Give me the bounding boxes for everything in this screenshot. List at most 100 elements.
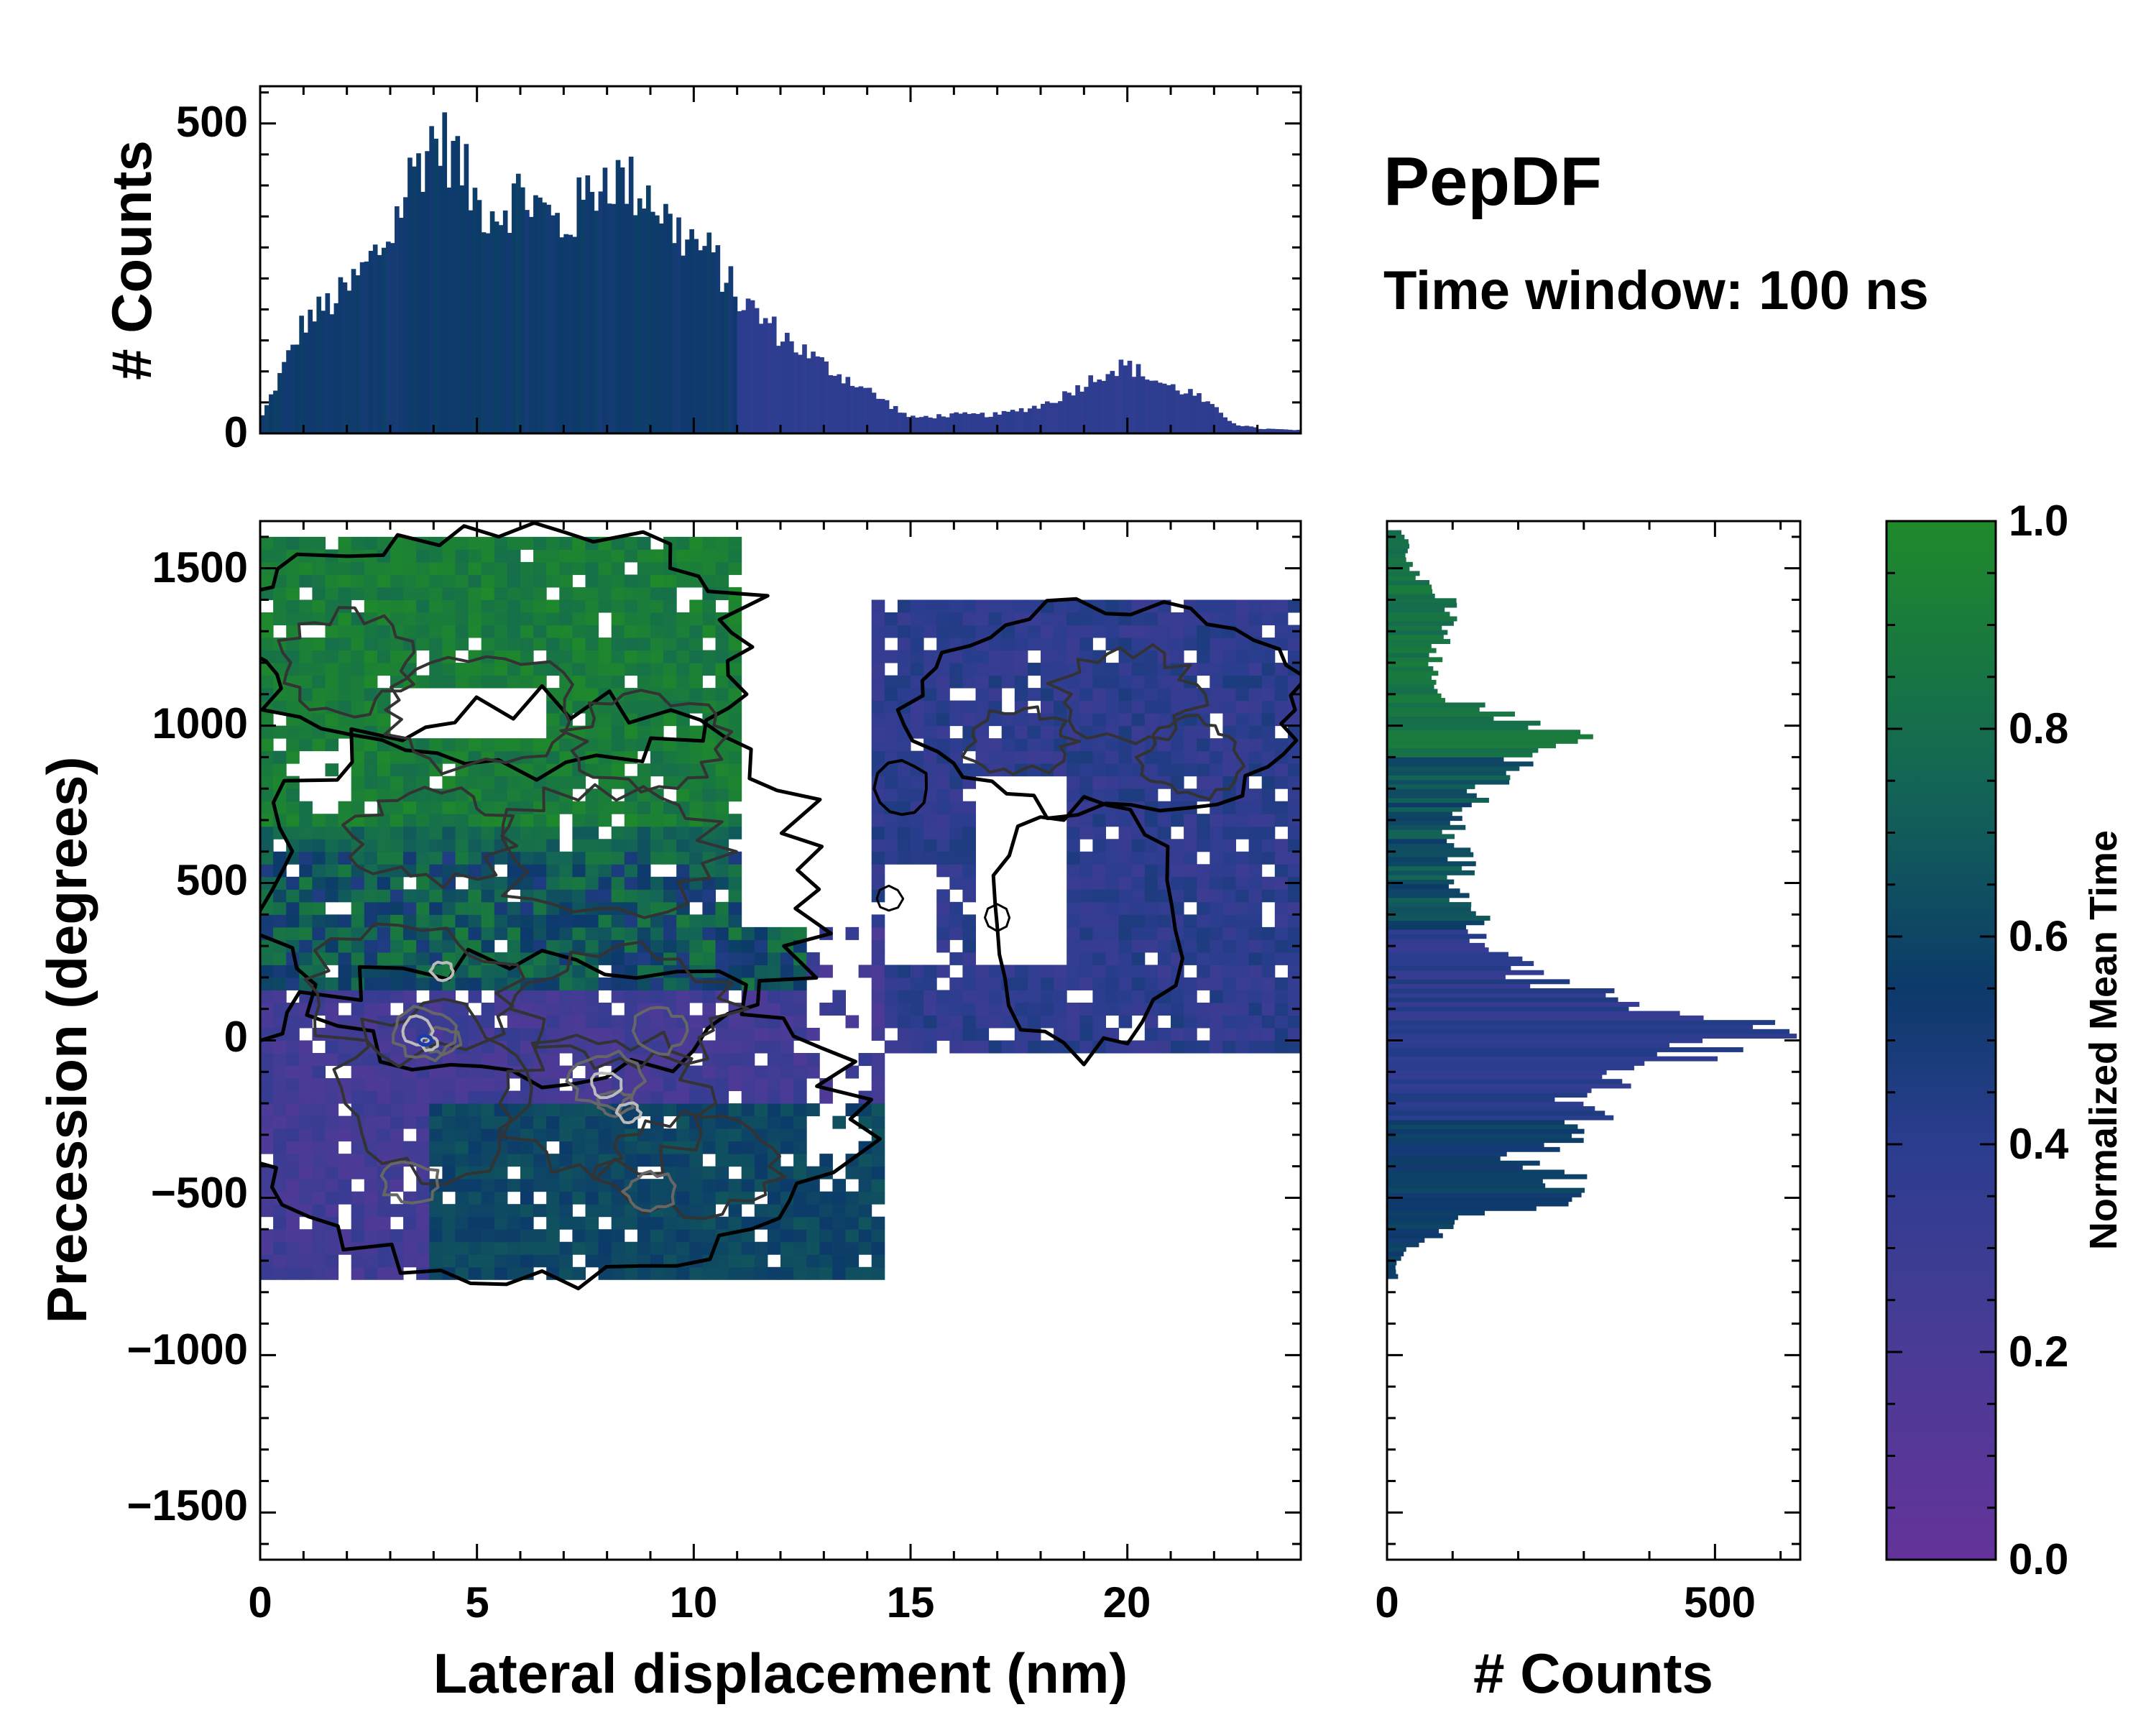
heatmap-cell bbox=[494, 561, 508, 575]
top-histogram-bar bbox=[403, 197, 408, 433]
heatmap-cell bbox=[481, 965, 495, 978]
heatmap-cell bbox=[455, 826, 469, 840]
heatmap-cell bbox=[1054, 738, 1067, 752]
heatmap-cell bbox=[494, 788, 508, 802]
heatmap-cell bbox=[702, 549, 716, 563]
heatmap-cell bbox=[911, 1040, 924, 1054]
heatmap-cell bbox=[442, 1116, 456, 1129]
top-histogram-bar bbox=[880, 399, 885, 433]
heatmap-cell bbox=[1118, 901, 1133, 915]
heatmap-cell bbox=[975, 663, 990, 676]
heatmap-cell bbox=[598, 738, 612, 752]
heatmap-cell bbox=[936, 700, 950, 714]
heatmap-cell bbox=[1118, 977, 1133, 990]
heatmap-cell bbox=[598, 788, 612, 802]
heatmap-cell bbox=[1067, 1015, 1080, 1029]
heatmap-cell bbox=[767, 1002, 781, 1016]
heatmap-cell bbox=[884, 700, 898, 714]
heatmap-cell bbox=[325, 1241, 339, 1255]
cb-tick-0.0: 0.0 bbox=[2009, 1535, 2068, 1583]
heatmap-cell bbox=[442, 1204, 456, 1218]
heatmap-cell bbox=[897, 839, 911, 852]
right-histogram-bar bbox=[1387, 911, 1476, 916]
top-histogram-bar bbox=[732, 296, 738, 433]
heatmap-cell bbox=[390, 851, 404, 865]
heatmap-cell bbox=[1222, 675, 1236, 689]
heatmap-cell bbox=[728, 1065, 742, 1079]
heatmap-cell bbox=[1184, 914, 1197, 928]
heatmap-cell bbox=[715, 1254, 729, 1268]
heatmap-cell bbox=[1157, 977, 1171, 990]
top-histogram-bar bbox=[515, 173, 521, 433]
heatmap-cell bbox=[520, 1141, 534, 1154]
heatmap-cell bbox=[520, 926, 534, 940]
heatmap-cell bbox=[1079, 638, 1093, 651]
heatmap-cell bbox=[351, 1141, 365, 1154]
heatmap-cell bbox=[1261, 952, 1276, 965]
heatmap-cell bbox=[1079, 876, 1093, 890]
heatmap-cell bbox=[1041, 977, 1054, 990]
heatmap-cell bbox=[728, 1254, 742, 1268]
heatmap-cell bbox=[845, 1191, 860, 1205]
heatmap-cell bbox=[611, 1015, 625, 1029]
heatmap-cell bbox=[377, 574, 391, 588]
heatmap-cell bbox=[338, 688, 352, 702]
heatmap-cell bbox=[1157, 763, 1171, 777]
right-histogram-bar bbox=[1387, 648, 1437, 653]
heatmap-cell bbox=[273, 612, 287, 625]
heatmap-cell bbox=[494, 851, 508, 865]
top-histogram-bar bbox=[615, 160, 621, 433]
heatmap-cell bbox=[299, 864, 313, 878]
heatmap-cell bbox=[429, 826, 443, 840]
heatmap-cell bbox=[312, 663, 326, 676]
heatmap-cell bbox=[416, 738, 430, 752]
heatmap-cell bbox=[650, 839, 664, 852]
heatmap-cell bbox=[325, 839, 339, 852]
heatmap-cell bbox=[1014, 977, 1028, 990]
heatmap-cell bbox=[936, 864, 950, 878]
heatmap-cell bbox=[689, 663, 703, 676]
heatmap-cell bbox=[377, 625, 391, 638]
heatmap-cell bbox=[624, 1040, 638, 1054]
heatmap-cell bbox=[637, 889, 651, 903]
heatmap-cell bbox=[377, 763, 391, 777]
heatmap-cell bbox=[1144, 1027, 1158, 1041]
heatmap-cell bbox=[1014, 650, 1028, 663]
top-histogram-bar bbox=[715, 245, 721, 433]
heatmap-cell bbox=[780, 1254, 794, 1268]
heatmap-cell bbox=[780, 1128, 794, 1142]
heatmap-cell bbox=[1105, 990, 1120, 1003]
heatmap-cell bbox=[1261, 939, 1276, 953]
heatmap-cell bbox=[1210, 1040, 1223, 1054]
heatmap-cell bbox=[520, 1103, 534, 1117]
heatmap-cell bbox=[663, 1191, 677, 1205]
heatmap-cell bbox=[1092, 612, 1106, 625]
heatmap-cell bbox=[637, 901, 651, 915]
heatmap-cell bbox=[481, 939, 495, 953]
heatmap-cell bbox=[520, 1191, 534, 1205]
heatmap-cell bbox=[312, 914, 326, 928]
heatmap-cell bbox=[884, 713, 898, 727]
xtick-15: 15 bbox=[887, 1578, 935, 1627]
heatmap-cell bbox=[1001, 625, 1015, 638]
heatmap-cell bbox=[559, 1266, 573, 1280]
heatmap-cell bbox=[871, 926, 885, 940]
heatmap-cell bbox=[1118, 638, 1133, 651]
right-histogram-bar bbox=[1387, 598, 1457, 604]
heatmap-cell bbox=[1157, 750, 1171, 764]
heatmap-cell bbox=[897, 801, 911, 814]
heatmap-cell bbox=[455, 675, 469, 689]
heatmap-cell bbox=[1248, 1040, 1263, 1054]
heatmap-cell bbox=[390, 814, 404, 827]
heatmap-cell bbox=[728, 1191, 742, 1205]
heatmap-cell bbox=[767, 1128, 781, 1142]
heatmap-cell bbox=[702, 599, 716, 613]
heatmap-cell bbox=[429, 1128, 443, 1142]
heatmap-cell bbox=[572, 926, 586, 940]
heatmap-cell bbox=[1274, 977, 1289, 990]
heatmap-cell bbox=[364, 1229, 378, 1243]
heatmap-cell bbox=[377, 851, 391, 865]
heatmap-cell bbox=[468, 826, 482, 840]
heatmap-cell bbox=[468, 1204, 482, 1218]
heatmap-cell bbox=[585, 663, 599, 676]
